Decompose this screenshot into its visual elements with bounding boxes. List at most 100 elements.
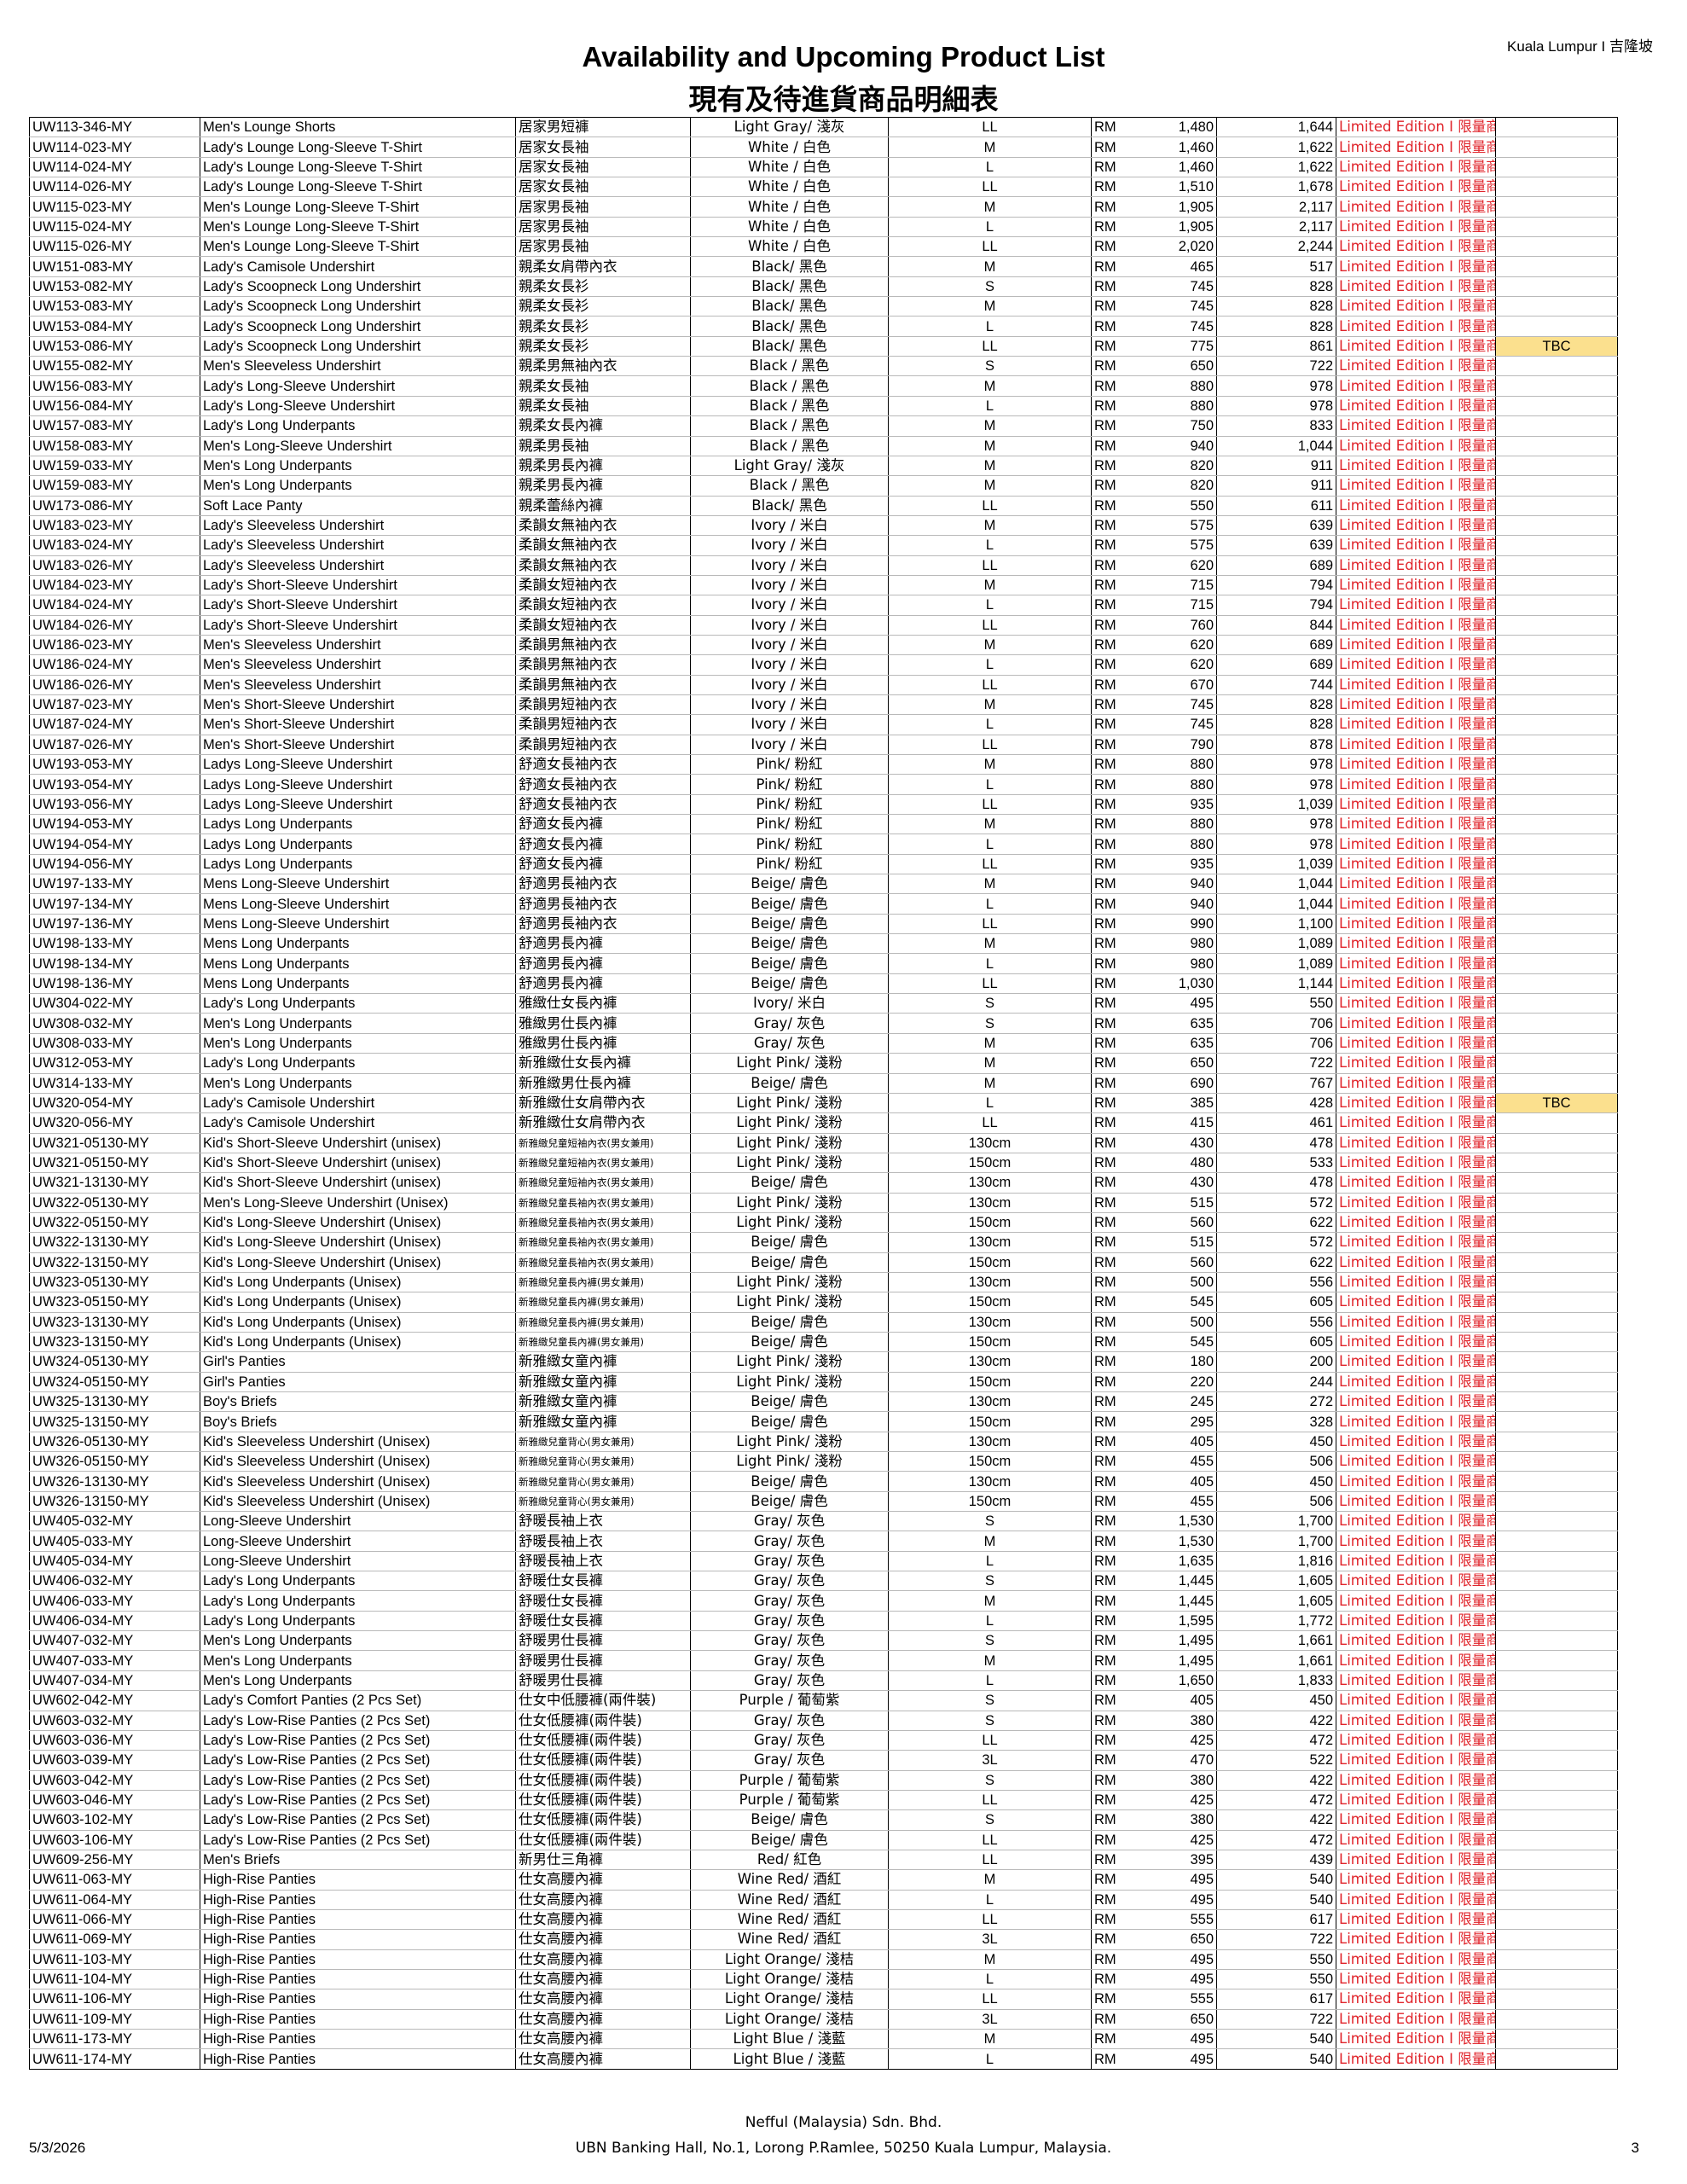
currency-label: RM	[1091, 973, 1126, 995]
product-color: Light Pink/ 淺粉	[690, 1292, 889, 1313]
product-name-zh: 雅緻男仕長內褲	[515, 1013, 691, 1034]
price-retail: 540	[1216, 1890, 1336, 1910]
status-label: Limited Edition I 限量商品	[1336, 1351, 1496, 1373]
currency-label: RM	[1091, 2029, 1126, 2050]
status-label: Limited Edition I 限量商品	[1336, 1711, 1496, 1731]
currency-label: RM	[1091, 1611, 1126, 1632]
product-size: 150cm	[888, 1332, 1092, 1353]
status-label: Limited Edition I 限量商品	[1336, 535, 1496, 556]
price-member: 495	[1125, 1969, 1217, 1990]
price-retail: 556	[1216, 1312, 1336, 1333]
note-cell	[1495, 1929, 1618, 1950]
price-member: 650	[1125, 1053, 1217, 1074]
currency-label: RM	[1091, 456, 1126, 477]
product-size: M	[888, 1033, 1092, 1054]
price-member: 1,495	[1125, 1650, 1217, 1671]
product-name-zh: 仕女低腰褲(兩件裝)	[515, 1750, 691, 1771]
status-label: Limited Edition I 限量商品	[1336, 256, 1496, 277]
table-row: UW187-023-MY Men's Short-Sleeve Undershir…	[29, 694, 1618, 716]
table-row: UW184-024-MY Lady's Short-Sleeve Undershi…	[29, 595, 1618, 616]
note-cell	[1495, 1292, 1618, 1313]
status-label: Limited Edition I 限量商品	[1336, 694, 1496, 716]
status-label: Limited Edition I 限量商品	[1336, 1551, 1496, 1572]
table-row: UW321-05130-MY Kid's Short-Sleeve Undersh…	[29, 1133, 1618, 1153]
product-color: Light Pink/ 淺粉	[690, 1272, 889, 1293]
table-row: UW304-022-MY Lady's Long Underpants 雅緻仕女長內…	[29, 993, 1618, 1014]
product-name-en: Men's Short-Sleeve Undershirt	[200, 735, 516, 756]
product-code: UW115-024-MY	[29, 217, 200, 238]
product-size: M	[888, 196, 1092, 218]
product-code: UW184-024-MY	[29, 595, 200, 616]
product-code: UW193-056-MY	[29, 794, 200, 816]
product-code: UW405-032-MY	[29, 1511, 200, 1532]
note-cell	[1495, 754, 1618, 775]
price-retail: 1,644	[1216, 116, 1336, 138]
footer-company: Nefful (Malaysia) Sdn. Bhd.	[745, 2114, 942, 2131]
product-name-zh: 親柔男長袖	[515, 436, 691, 456]
table-row: UW115-024-MY Men's Lounge Long-Sleeve T-S…	[29, 217, 1618, 238]
product-code: UW323-05150-MY	[29, 1292, 200, 1313]
product-code: UW194-054-MY	[29, 834, 200, 855]
price-member: 545	[1125, 1332, 1217, 1353]
note-cell	[1495, 217, 1618, 238]
product-code: UW156-084-MY	[29, 396, 200, 417]
product-code: UW603-039-MY	[29, 1750, 200, 1771]
price-member: 1,495	[1125, 1630, 1217, 1652]
product-color: Beige/ 膚色	[690, 1172, 889, 1194]
price-retail: 706	[1216, 1033, 1336, 1054]
currency-label: RM	[1091, 1730, 1126, 1751]
product-size: 130cm	[888, 1391, 1092, 1413]
note-cell	[1495, 1053, 1618, 1074]
status-label: Limited Edition I 限量商品	[1336, 654, 1496, 676]
product-size: M	[888, 375, 1092, 397]
currency-label: RM	[1091, 675, 1126, 695]
price-retail: 1,816	[1216, 1551, 1336, 1572]
product-code: UW156-083-MY	[29, 375, 200, 397]
product-name-zh: 新雅緻兒童背心(男女兼用)	[515, 1471, 691, 1492]
product-name-en: Lady's Sleeveless Undershirt	[200, 555, 516, 576]
note-cell	[1495, 116, 1618, 138]
product-name-en: Lady's Lounge Long-Sleeve T-Shirt	[200, 136, 516, 158]
currency-label: RM	[1091, 1013, 1126, 1034]
product-size: L	[888, 654, 1092, 676]
note-cell	[1495, 375, 1618, 397]
note-cell	[1495, 1272, 1618, 1293]
note-cell	[1495, 1013, 1618, 1034]
status-label: Limited Edition I 限量商品	[1336, 1890, 1496, 1910]
product-size: M	[888, 1531, 1092, 1552]
table-row: UW194-054-MY Ladys Long Underpants 舒適女長內褲 P…	[29, 834, 1618, 855]
currency-label: RM	[1091, 1133, 1126, 1153]
table-row: UW308-032-MY Men's Long Underpants 雅緻男仕長內褲…	[29, 1013, 1618, 1034]
table-row: UW151-083-MY Lady's Camisole Undershirt 親柔…	[29, 256, 1618, 277]
status-label: Limited Edition I 限量商品	[1336, 396, 1496, 417]
product-color: Beige/ 膚色	[690, 1232, 889, 1253]
status-label: Limited Edition I 限量商品	[1336, 1630, 1496, 1652]
product-name-en: Lady's Low-Rise Panties (2 Pcs Set)	[200, 1830, 516, 1850]
product-name-en: Ladys Long-Sleeve Undershirt	[200, 774, 516, 795]
status-label: Limited Edition I 限量商品	[1336, 1451, 1496, 1472]
price-retail: 744	[1216, 675, 1336, 695]
currency-label: RM	[1091, 1711, 1126, 1731]
table-row: UW611-109-MY High-Rise Panties 仕女高腰內褲 Light…	[29, 2009, 1618, 2030]
product-color: Black / 黑色	[690, 436, 889, 456]
note-cell	[1495, 874, 1618, 895]
table-row: UW326-05130-MY Kid's Sleeveless Undershir…	[29, 1432, 1618, 1453]
currency-label: RM	[1091, 774, 1126, 795]
price-member: 555	[1125, 1989, 1217, 2010]
price-retail: 461	[1216, 1112, 1336, 1134]
price-retail: 428	[1216, 1093, 1336, 1114]
price-member: 745	[1125, 316, 1217, 337]
price-retail: 540	[1216, 2029, 1336, 2050]
price-retail: 978	[1216, 774, 1336, 795]
product-code: UW320-054-MY	[29, 1093, 200, 1114]
product-code: UW184-026-MY	[29, 615, 200, 636]
product-name-en: Lady's Short-Sleeve Undershirt	[200, 615, 516, 636]
status-label: Limited Edition I 限量商品	[1336, 575, 1496, 596]
product-size: LL	[888, 1790, 1092, 1811]
product-name-zh: 親柔女長袖	[515, 375, 691, 397]
product-name-zh: 柔韻女無袖內衣	[515, 515, 691, 537]
price-member: 820	[1125, 475, 1217, 497]
price-retail: 844	[1216, 615, 1336, 636]
status-label: Limited Edition I 限量商品	[1336, 2029, 1496, 2050]
product-code: UW312-053-MY	[29, 1053, 200, 1074]
